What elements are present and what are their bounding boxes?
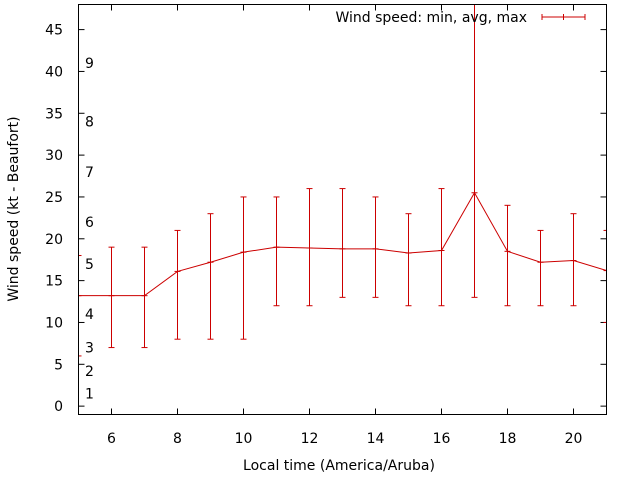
- y-tick-label: 15: [45, 274, 63, 290]
- y-tick-label: 40: [45, 64, 63, 80]
- legend-sample: [541, 14, 586, 20]
- x-tick-label: 10: [235, 431, 253, 447]
- y-tick-label: 0: [54, 399, 63, 415]
- x-tick-label: 6: [107, 431, 116, 447]
- beaufort-label: 4: [85, 307, 94, 323]
- tick-labels: 6 8 10 12 14 16 18 2005101520253035404512345678…: [45, 23, 582, 447]
- axis-ticks: [78, 4, 607, 415]
- x-tick-label: 18: [499, 431, 517, 447]
- beaufort-label: 3: [85, 341, 94, 357]
- y-tick-label: 10: [45, 315, 63, 331]
- beaufort-label: 1: [85, 387, 94, 403]
- y-tick-label: 20: [45, 232, 63, 248]
- x-tick-label: 20: [565, 431, 583, 447]
- beaufort-label: 8: [85, 115, 94, 131]
- x-tick-label: 14: [367, 431, 385, 447]
- x-tick-label: 16: [433, 431, 451, 447]
- series-layer: [78, 4, 607, 357]
- beaufort-label: 2: [85, 364, 94, 380]
- legend-label: Wind speed: min, avg, max: [335, 10, 527, 26]
- beaufort-label: 6: [85, 215, 94, 231]
- y-tick-label: 45: [45, 23, 63, 39]
- y-tick-label: 5: [54, 357, 63, 373]
- x-tick-label: 8: [173, 431, 182, 447]
- y-tick-label: 25: [45, 190, 63, 206]
- plot-frame: [78, 4, 607, 415]
- x-tick-label: 12: [301, 431, 319, 447]
- x-axis-label: Local time (America/Aruba): [243, 458, 435, 474]
- beaufort-label: 9: [85, 56, 94, 72]
- legend: Wind speed: min, avg, max: [335, 10, 586, 26]
- y-axis-label: Wind speed (kt - Beaufort): [6, 116, 22, 301]
- beaufort-label: 5: [85, 257, 94, 273]
- y-tick-label: 30: [45, 148, 63, 164]
- avg-line: [78, 191, 607, 297]
- beaufort-label: 7: [85, 165, 94, 181]
- y-tick-label: 35: [45, 106, 63, 122]
